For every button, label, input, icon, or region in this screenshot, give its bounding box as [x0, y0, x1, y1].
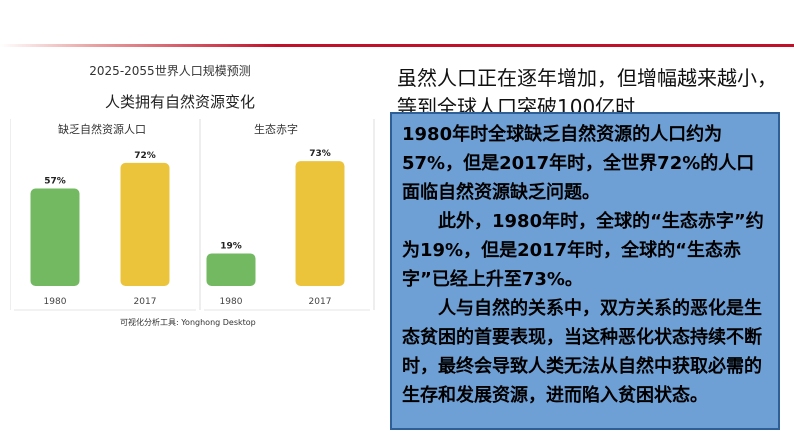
- headline-text: 虽然人口正在逐年增加，但增幅越来越小，等到全球人口突破100亿时: [397, 66, 777, 114]
- chart-title: 2025-2055世界人口规模预测: [89, 63, 250, 78]
- data-label: 19%: [220, 242, 242, 252]
- x-tick-label: 2017: [309, 297, 332, 307]
- chart-subtitle: 人类拥有自然资源变化: [105, 93, 255, 111]
- bar-resource-lack-1980: [30, 188, 80, 286]
- info-paragraph-1: 1980年时全球缺乏自然资源的人口约为57%，但是2017年时，全世界72%的人…: [402, 124, 755, 203]
- bars-layer: 57% 1980 72% 2017 19% 1980 73% 2017: [30, 149, 345, 307]
- data-label: 72%: [134, 151, 156, 161]
- info-box: 1980年时全球缺乏自然资源的人口约为57%，但是2017年时，全世界72%的人…: [390, 112, 780, 430]
- info-paragraph-3: 人与自然的关系中，双方关系的恶化是生态贫困的首要表现，当这种恶化状态持续不断时，…: [402, 298, 762, 406]
- bar-resource-lack-2017: [120, 162, 170, 286]
- x-tick-label: 2017: [134, 297, 157, 307]
- x-tick-label: 1980: [220, 297, 243, 307]
- chart-source-note: 可视化分析工具: Yonghong Desktop: [120, 317, 256, 327]
- bar-eco-deficit-1980: [206, 253, 256, 286]
- bar-eco-deficit-2017: [295, 161, 345, 286]
- data-label: 57%: [44, 177, 66, 187]
- chart-panel: 2025-2055世界人口规模预测 人类拥有自然资源变化 缺乏自然资源人口 生态…: [10, 55, 380, 335]
- panel-title-ecological-deficit: 生态赤字: [254, 122, 298, 136]
- bar-chart: 2025-2055世界人口规模预测 人类拥有自然资源变化 缺乏自然资源人口 生态…: [10, 63, 375, 327]
- header-accent-line: [0, 44, 794, 47]
- x-tick-label: 1980: [44, 297, 67, 307]
- panel-title-resource-lack: 缺乏自然资源人口: [58, 122, 146, 136]
- data-label: 73%: [309, 149, 331, 159]
- info-paragraph-2: 此外，1980年时，全球的“生态赤字”约为19%，但是2017年时，全球的“生态…: [402, 211, 764, 290]
